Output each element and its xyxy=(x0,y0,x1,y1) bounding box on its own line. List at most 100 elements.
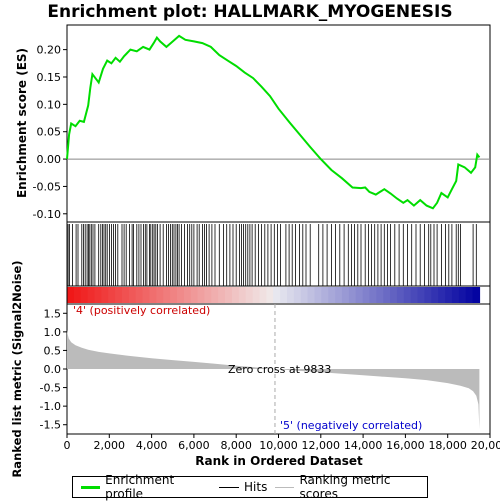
color-bar-segment xyxy=(266,287,274,303)
color-bar-segment xyxy=(239,287,247,303)
color-bar-segment xyxy=(101,287,109,303)
legend-label-ranking-metric: Ranking metric scores xyxy=(299,473,427,501)
color-bar-segment xyxy=(191,287,199,303)
x-tick-label: 14,000 xyxy=(344,439,383,452)
color-bar-segment xyxy=(445,287,453,303)
color-bar-segment xyxy=(150,287,158,303)
color-bar-segment xyxy=(404,287,412,303)
negative-label: '5' (negatively correlated) xyxy=(280,419,422,432)
es-y-tick-label: -0.05 xyxy=(33,180,61,193)
color-bar-segment xyxy=(390,287,398,303)
color-bar-segment xyxy=(431,287,439,303)
color-bar-segment xyxy=(95,287,103,303)
metric-y-tick-label: 1.0 xyxy=(44,326,62,339)
metric-y-tick-label: 0.0 xyxy=(44,363,62,376)
color-bar-segment xyxy=(301,287,309,303)
color-bar-segment xyxy=(136,287,144,303)
color-bar-segment xyxy=(81,287,89,303)
color-bar-segment xyxy=(321,287,329,303)
es-y-tick-label: 0.00 xyxy=(37,153,62,166)
color-bar-segment xyxy=(218,287,226,303)
hits-group xyxy=(68,224,476,286)
metric-y-axis: 1.51.00.50.0-0.5-1.0-1.5 xyxy=(40,307,67,431)
metric-y-axis-label: Ranked list metric (Signal2Noise) xyxy=(10,260,24,477)
legend-item-ranking-metric: Ranking metric scores xyxy=(275,473,427,501)
enrichment-profile-line xyxy=(67,36,479,208)
metric-y-tick-label: -1.0 xyxy=(40,400,61,413)
color-bar-segment xyxy=(356,287,364,303)
legend-label-enrichment-profile: Enrichment profile xyxy=(105,473,211,501)
color-bar-segment xyxy=(232,287,240,303)
color-bar-segment xyxy=(466,287,474,303)
color-bar-segment xyxy=(108,287,116,303)
x-tick-label: 2,000 xyxy=(94,439,126,452)
color-bar-segment xyxy=(74,287,82,303)
es-panel-frame xyxy=(67,25,490,222)
metric-y-tick-label: -0.5 xyxy=(40,382,61,395)
legend-item-hits: Hits xyxy=(219,480,267,494)
color-bar-segment xyxy=(163,287,171,303)
es-y-tick-label: 0.05 xyxy=(37,126,62,139)
metric-y-tick-label: -1.5 xyxy=(40,419,61,432)
legend-swatch-black xyxy=(219,487,239,488)
color-bar-segment xyxy=(459,287,467,303)
legend-swatch-green xyxy=(81,486,100,489)
legend-label-hits: Hits xyxy=(244,480,267,494)
color-bar-segment xyxy=(363,287,371,303)
color-bar-segment xyxy=(369,287,377,303)
color-bar-segment xyxy=(67,287,75,303)
color-bar-segment xyxy=(411,287,419,303)
es-y-tick-label: -0.10 xyxy=(33,208,61,221)
es-y-axis: 0.20 0.15 0.10 0.05 0.00 -0.05 -0.10 xyxy=(33,44,67,221)
color-bar-segment xyxy=(253,287,261,303)
color-bar-segment xyxy=(280,287,288,303)
x-axis-label: Rank in Ordered Dataset xyxy=(195,454,363,468)
color-bar-segment xyxy=(342,287,350,303)
x-tick-label: 12,000 xyxy=(302,439,341,452)
color-bar-segment xyxy=(225,287,233,303)
color-bar-segment xyxy=(349,287,357,303)
color-bar-segment xyxy=(273,287,281,303)
ranking-metric-area xyxy=(67,330,479,429)
color-bar-segment xyxy=(88,287,96,303)
legend: Enrichment profile Hits Ranking metric s… xyxy=(72,476,428,498)
color-bar-segment xyxy=(211,287,219,303)
es-y-tick-label: 0.10 xyxy=(37,98,62,111)
legend-item-enrichment-profile: Enrichment profile xyxy=(81,473,211,501)
color-bar-segment xyxy=(122,287,130,303)
color-bar-segment xyxy=(315,287,323,303)
color-bar-segment xyxy=(260,287,268,303)
x-tick-label: 0 xyxy=(64,439,71,452)
hits-panel-frame xyxy=(67,222,490,286)
color-bar-segment xyxy=(287,287,295,303)
x-tick-label: 8,000 xyxy=(220,439,252,452)
color-bar-segment xyxy=(177,287,185,303)
color-bar-segment xyxy=(424,287,432,303)
color-bar-segment xyxy=(376,287,384,303)
x-tick-label: 20,000 xyxy=(471,439,500,452)
x-tick-label: 16,000 xyxy=(386,439,425,452)
es-y-tick-label: 0.20 xyxy=(37,44,62,57)
zero-cross-label: Zero cross at 9833 xyxy=(228,363,331,376)
x-tick-label: 18,000 xyxy=(428,439,467,452)
color-bar-segment xyxy=(115,287,123,303)
color-bar-segment xyxy=(129,287,137,303)
color-bar-segment xyxy=(143,287,151,303)
color-bar-segment xyxy=(170,287,178,303)
x-tick-label: 4,000 xyxy=(136,439,168,452)
color-bar-segment xyxy=(294,287,302,303)
ranking-color-bar xyxy=(67,287,480,303)
metric-y-tick-label: 0.5 xyxy=(44,344,62,357)
color-bar-segment xyxy=(473,287,481,303)
legend-swatch-gray xyxy=(275,487,294,488)
es-y-axis-label: Enrichment score (ES) xyxy=(15,48,29,198)
color-bar-segment xyxy=(383,287,391,303)
color-bar-segment xyxy=(452,287,460,303)
es-y-tick-label: 0.15 xyxy=(37,71,62,84)
x-tick-label: 6,000 xyxy=(178,439,210,452)
color-bar-segment xyxy=(397,287,405,303)
color-bar-segment xyxy=(184,287,192,303)
color-bar-segment xyxy=(418,287,426,303)
